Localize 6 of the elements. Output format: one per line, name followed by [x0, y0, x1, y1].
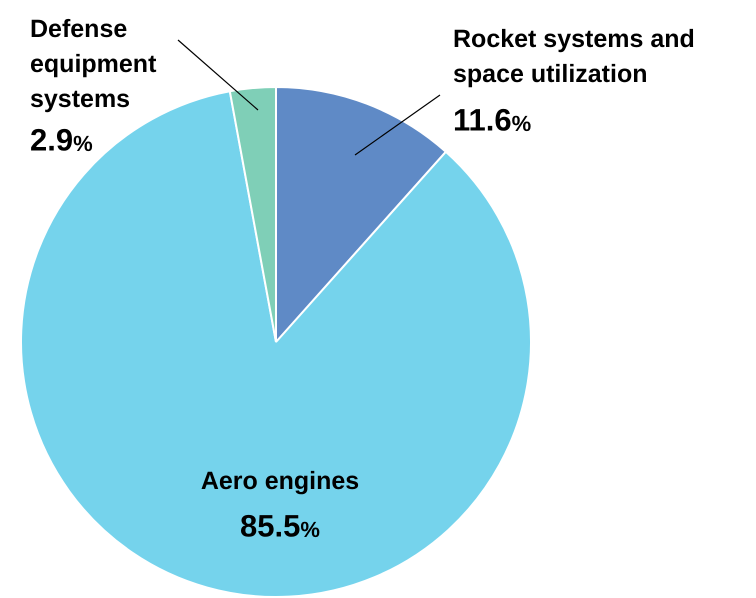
data-label: 85.5% — [240, 508, 320, 544]
slice-label: Rocket systems and space utilization — [453, 24, 695, 88]
data-label: 2.9% — [30, 122, 93, 158]
slice-label: Defense equipment systems — [30, 14, 158, 113]
data-label: 11.6% — [453, 102, 532, 138]
slice-label: Aero engines — [200, 466, 360, 495]
